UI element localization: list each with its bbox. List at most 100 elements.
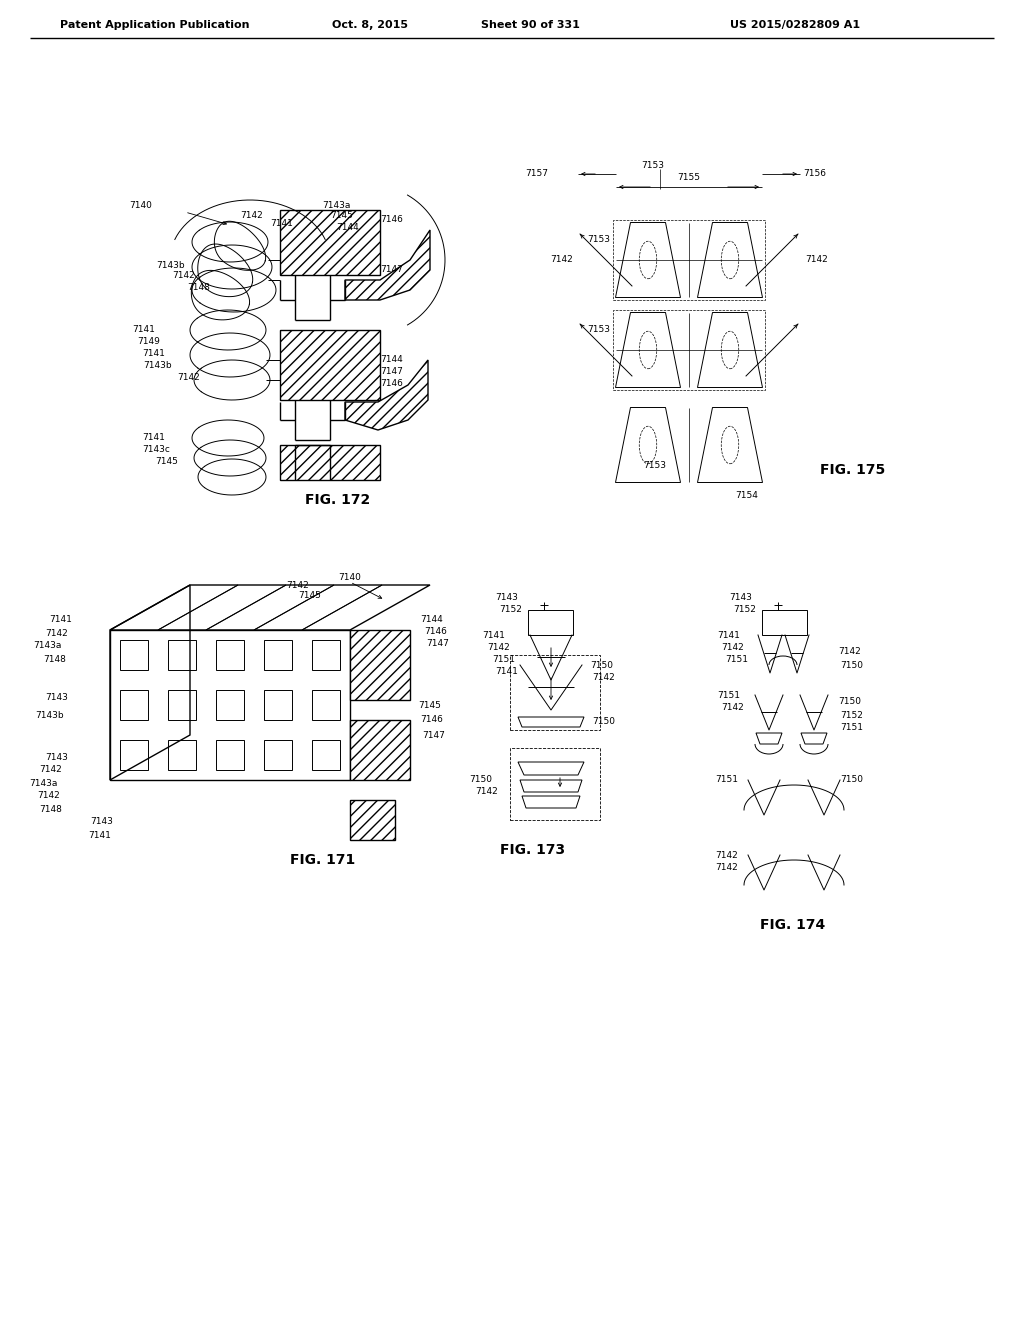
- Text: 7152: 7152: [499, 606, 522, 615]
- Text: 7150: 7150: [592, 718, 615, 726]
- Text: 7153: 7153: [587, 235, 610, 244]
- Text: 7142: 7142: [240, 210, 263, 219]
- Text: 7142: 7142: [721, 643, 744, 652]
- Text: 7142: 7142: [487, 643, 510, 652]
- Bar: [216, 640, 245, 671]
- Text: 7157: 7157: [525, 169, 548, 178]
- Bar: [311, 690, 340, 719]
- Bar: [216, 741, 245, 770]
- Text: 7142: 7142: [286, 581, 309, 590]
- Text: 7153: 7153: [641, 161, 665, 170]
- Text: 7141: 7141: [132, 326, 155, 334]
- Text: 7145: 7145: [155, 458, 178, 466]
- Text: 7143a: 7143a: [30, 779, 58, 788]
- Text: 7154: 7154: [735, 491, 758, 499]
- Text: 7140: 7140: [129, 201, 152, 210]
- Text: 7150: 7150: [840, 660, 863, 669]
- Bar: [280, 210, 380, 275]
- Polygon shape: [345, 360, 428, 430]
- Text: 7148: 7148: [43, 656, 66, 664]
- Text: FIG. 173: FIG. 173: [500, 843, 565, 857]
- Text: 7142: 7142: [177, 374, 200, 383]
- Text: 7142: 7142: [721, 704, 744, 713]
- Text: 7152: 7152: [733, 606, 756, 615]
- Text: 7143a: 7143a: [34, 642, 62, 651]
- Text: 7150: 7150: [838, 697, 861, 706]
- Text: 7143b: 7143b: [157, 260, 185, 269]
- Text: Sheet 90 of 331: Sheet 90 of 331: [480, 20, 580, 30]
- Text: 7149: 7149: [137, 338, 160, 346]
- Bar: [280, 330, 380, 400]
- Text: 7145: 7145: [330, 211, 353, 220]
- Text: 7142: 7142: [805, 256, 827, 264]
- Text: 7141: 7141: [142, 350, 165, 359]
- Text: FIG. 174: FIG. 174: [760, 917, 825, 932]
- Text: 7141: 7141: [717, 631, 740, 639]
- Text: 7140: 7140: [338, 573, 360, 582]
- Text: 7147: 7147: [422, 730, 444, 739]
- Text: 7143: 7143: [729, 594, 752, 602]
- Text: 7146: 7146: [424, 627, 446, 636]
- Text: 7151: 7151: [725, 655, 748, 664]
- Text: FIG. 171: FIG. 171: [290, 853, 355, 867]
- Text: 7144: 7144: [380, 355, 402, 364]
- Bar: [263, 690, 293, 719]
- Text: 7145: 7145: [418, 701, 441, 710]
- Bar: [350, 630, 410, 700]
- Text: 7153: 7153: [643, 461, 666, 470]
- Text: 7142: 7142: [838, 648, 861, 656]
- Bar: [280, 445, 380, 480]
- Text: 7142: 7142: [39, 766, 62, 775]
- Text: FIG. 175: FIG. 175: [820, 463, 886, 477]
- Text: 7145: 7145: [298, 591, 321, 601]
- Text: 7144: 7144: [336, 223, 358, 231]
- Text: 7141: 7141: [49, 615, 72, 624]
- Text: 7143c: 7143c: [142, 446, 170, 454]
- Text: 7142: 7142: [550, 256, 573, 264]
- Text: Patent Application Publication: Patent Application Publication: [60, 20, 250, 30]
- Text: 7141: 7141: [270, 219, 293, 227]
- Text: 7143: 7143: [45, 752, 68, 762]
- Polygon shape: [345, 230, 430, 300]
- Bar: [510, 748, 600, 820]
- Bar: [280, 330, 380, 400]
- Bar: [311, 741, 340, 770]
- Bar: [120, 741, 148, 770]
- Text: 7150: 7150: [590, 660, 613, 669]
- Bar: [168, 690, 197, 719]
- Bar: [263, 741, 293, 770]
- Bar: [311, 640, 340, 671]
- Text: 7142: 7142: [45, 628, 68, 638]
- Text: 7143b: 7143b: [36, 710, 63, 719]
- Text: 7147: 7147: [380, 265, 402, 275]
- Text: 7153: 7153: [587, 326, 610, 334]
- Bar: [510, 655, 600, 730]
- Text: US 2015/0282809 A1: US 2015/0282809 A1: [730, 20, 860, 30]
- Bar: [762, 610, 807, 635]
- Bar: [280, 210, 380, 275]
- Text: 7155: 7155: [678, 173, 700, 181]
- Text: 7141: 7141: [496, 667, 518, 676]
- Text: 7151: 7151: [492, 655, 515, 664]
- Text: 7143b: 7143b: [143, 362, 172, 371]
- Bar: [120, 690, 148, 719]
- Text: 7150: 7150: [840, 776, 863, 784]
- Text: 7151: 7151: [840, 723, 863, 733]
- Bar: [280, 445, 380, 480]
- Bar: [350, 719, 410, 780]
- Bar: [528, 610, 573, 635]
- Text: 7141: 7141: [482, 631, 505, 639]
- Text: 7147: 7147: [380, 367, 402, 376]
- Text: 7148: 7148: [39, 804, 62, 813]
- Bar: [120, 640, 148, 671]
- Text: 7142: 7142: [172, 272, 195, 281]
- Text: 7147: 7147: [426, 639, 449, 648]
- Text: 7146: 7146: [420, 715, 442, 725]
- Text: 7143a: 7143a: [322, 201, 350, 210]
- Text: 7142: 7142: [475, 788, 498, 796]
- Text: 7141: 7141: [88, 830, 111, 840]
- Text: 7151: 7151: [715, 776, 738, 784]
- Text: 7143: 7143: [90, 817, 113, 826]
- Text: Oct. 8, 2015: Oct. 8, 2015: [332, 20, 408, 30]
- Text: FIG. 172: FIG. 172: [305, 492, 371, 507]
